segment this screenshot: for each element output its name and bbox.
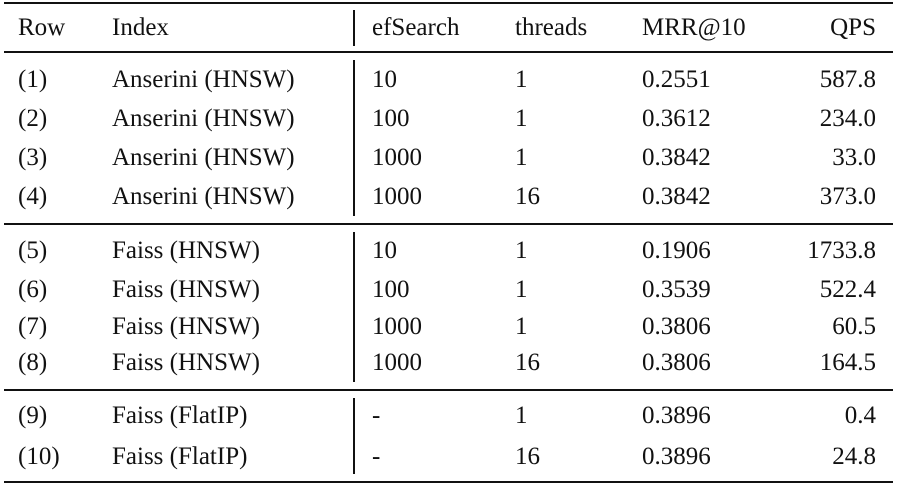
- cell-qps: 24.8: [832, 443, 876, 470]
- cell-qps: 0.4: [844, 402, 876, 429]
- cell-threads: 1: [515, 276, 528, 303]
- column-separator: [353, 60, 355, 216]
- cell-index-name: Faiss (HNSW): [112, 313, 260, 340]
- cell-efsearch: 1000: [372, 144, 422, 171]
- cell-mrr10: 0.3612: [642, 105, 711, 132]
- top-rule: [4, 2, 893, 4]
- cell-efsearch: 1000: [372, 183, 422, 210]
- cell-efsearch: -: [372, 443, 381, 470]
- cell-threads: 1: [515, 237, 528, 264]
- cell-qps: 164.5: [819, 349, 876, 376]
- cell-index-name: Anserini (HNSW): [112, 183, 295, 210]
- cell-efsearch: 1000: [372, 313, 422, 340]
- cell-qps: 60.5: [832, 313, 876, 340]
- cell-mrr10: 0.3806: [642, 313, 711, 340]
- cell-efsearch: 10: [372, 66, 397, 93]
- cell-efsearch: -: [372, 402, 381, 429]
- cell-mrr10: 0.2551: [642, 66, 711, 93]
- cell-threads: 16: [515, 349, 540, 376]
- cell-threads: 1: [515, 313, 528, 340]
- cell-index-name: Anserini (HNSW): [112, 144, 295, 171]
- cell-row-number: (5): [18, 237, 48, 264]
- header-row-number: Row: [18, 14, 66, 41]
- cell-threads: 16: [515, 443, 540, 470]
- cell-threads: 1: [515, 144, 528, 171]
- group-rule: [4, 389, 893, 391]
- cell-threads: 1: [515, 105, 528, 132]
- header-efsearch: efSearch: [372, 14, 460, 41]
- group-rule: [4, 223, 893, 225]
- header-index-name: Index: [112, 14, 169, 41]
- cell-threads: 1: [515, 402, 528, 429]
- cell-threads: 16: [515, 183, 540, 210]
- header-qps: QPS: [830, 14, 876, 41]
- cell-mrr10: 0.3896: [642, 402, 711, 429]
- cell-qps: 522.4: [819, 276, 876, 303]
- column-separator: [353, 232, 355, 382]
- cell-mrr10: 0.3842: [642, 144, 711, 171]
- cell-index-name: Faiss (HNSW): [112, 276, 260, 303]
- cell-mrr10: 0.3842: [642, 183, 711, 210]
- cell-index-name: Faiss (HNSW): [112, 349, 260, 376]
- column-separator: [353, 398, 355, 474]
- cell-index-name: Faiss (FlatIP): [112, 402, 248, 429]
- cell-mrr10: 0.3539: [642, 276, 711, 303]
- cell-qps: 1733.8: [807, 237, 876, 264]
- cell-efsearch: 10: [372, 237, 397, 264]
- cell-index-name: Faiss (FlatIP): [112, 443, 248, 470]
- cell-mrr10: 0.1906: [642, 237, 711, 264]
- cell-qps: 373.0: [819, 183, 876, 210]
- cell-qps: 234.0: [819, 105, 876, 132]
- cell-row-number: (1): [18, 66, 48, 93]
- cell-index-name: Faiss (HNSW): [112, 237, 260, 264]
- cell-qps: 33.0: [832, 144, 876, 171]
- bottom-rule: [4, 481, 893, 483]
- cell-row-number: (8): [18, 349, 48, 376]
- header-rule: [4, 51, 893, 53]
- cell-row-number: (6): [18, 276, 48, 303]
- cell-threads: 1: [515, 66, 528, 93]
- cell-row-number: (9): [18, 402, 48, 429]
- cell-row-number: (10): [18, 443, 60, 470]
- cell-row-number: (4): [18, 183, 48, 210]
- header-threads: threads: [515, 14, 588, 41]
- cell-efsearch: 100: [372, 276, 410, 303]
- cell-qps: 587.8: [819, 66, 876, 93]
- column-separator: [353, 10, 355, 46]
- header-mrr10: MRR@10: [642, 14, 746, 41]
- cell-index-name: Anserini (HNSW): [112, 66, 295, 93]
- cell-mrr10: 0.3806: [642, 349, 711, 376]
- cell-row-number: (3): [18, 144, 48, 171]
- cell-index-name: Anserini (HNSW): [112, 105, 295, 132]
- cell-efsearch: 100: [372, 105, 410, 132]
- cell-mrr10: 0.3896: [642, 443, 711, 470]
- cell-row-number: (7): [18, 313, 48, 340]
- cell-row-number: (2): [18, 105, 48, 132]
- cell-efsearch: 1000: [372, 349, 422, 376]
